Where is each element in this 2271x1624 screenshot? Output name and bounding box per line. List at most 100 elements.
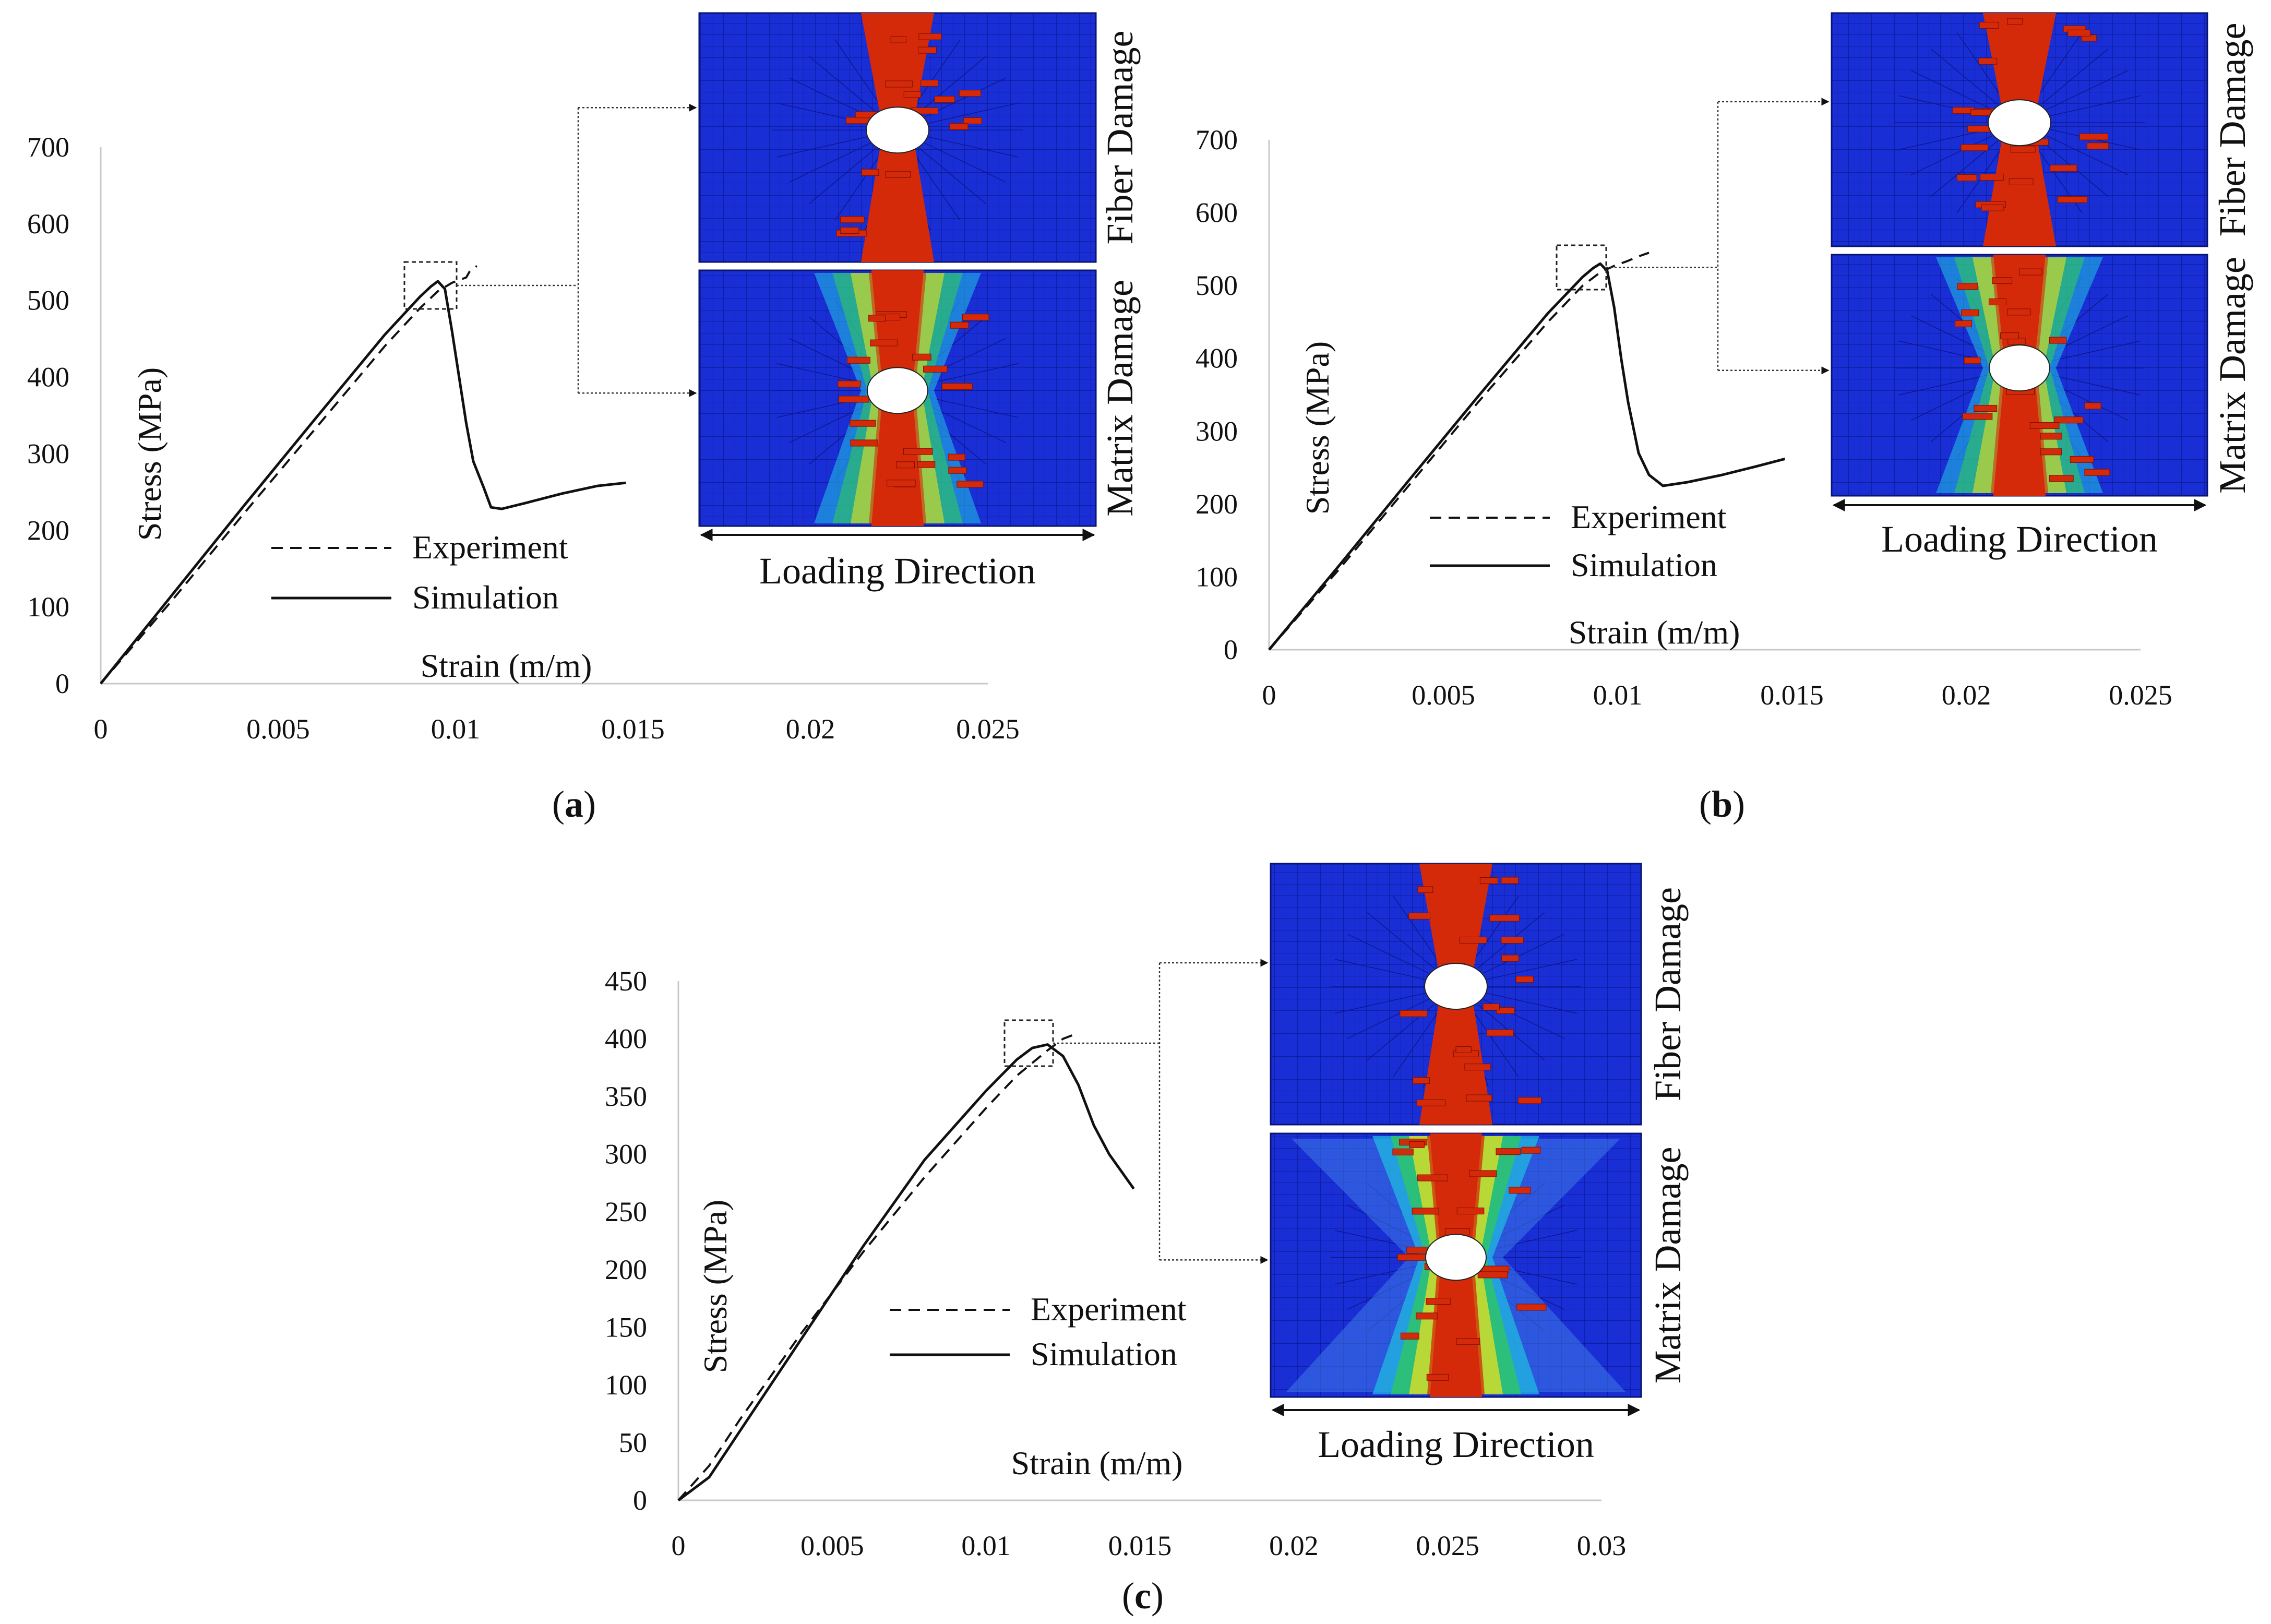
mesh-radial-line	[1335, 959, 1426, 980]
mesh-radial-line	[919, 148, 987, 205]
matrix-damage-image	[698, 269, 1097, 527]
mesh-radial-line	[1393, 1008, 1441, 1077]
damaged-element	[1967, 125, 1992, 133]
loading-direction-label: Loading Direction	[1318, 1424, 1594, 1465]
mesh-radial-line	[1930, 49, 1998, 105]
damaged-element	[2079, 133, 2109, 140]
mesh-radial-line	[776, 363, 868, 385]
y-tick-label: 50	[619, 1427, 647, 1458]
series-line-experiment	[100, 265, 478, 685]
fiber-damage-image	[698, 12, 1097, 263]
y-tick-label: 0	[633, 1485, 647, 1516]
hole	[1424, 963, 1488, 1010]
mesh-radial-line	[834, 39, 882, 108]
damaged-element	[1489, 914, 1520, 922]
loading-direction-label: Loading Direction	[759, 550, 1036, 592]
x-tick-label: 0	[1262, 679, 1276, 711]
y-tick-label: 700	[27, 132, 69, 163]
damaged-element	[1426, 1298, 1451, 1305]
mesh-radial-line	[2049, 95, 2141, 116]
mesh-radial-line	[1471, 895, 1519, 964]
x-tick-label: 0.01	[431, 713, 481, 745]
damaged-element	[1962, 413, 1993, 420]
damaged-element	[1417, 1174, 1448, 1181]
damaged-element	[850, 439, 878, 447]
mesh-radial-line	[927, 136, 1019, 158]
mesh-radial-line	[2049, 374, 2141, 396]
damaged-element	[1400, 1332, 1419, 1340]
damaged-element	[1409, 1141, 1425, 1148]
mesh-radial-line	[927, 397, 1019, 418]
mesh-radial-line	[919, 56, 987, 112]
matrix-damage-label: Matrix Damage	[1099, 280, 1141, 517]
x-tick-label: 0.005	[246, 713, 310, 745]
x-tick-label: 0.01	[961, 1530, 1011, 1561]
damaged-element	[1426, 1374, 1449, 1381]
x-tick-label: 0.03	[1577, 1530, 1627, 1561]
x-tick-label: 0	[94, 713, 108, 745]
damaged-element	[1956, 174, 1977, 182]
y-axis-label: Stress (MPa)	[697, 1200, 734, 1373]
damaged-element	[1515, 976, 1534, 983]
fiber-damage-image	[1831, 12, 2208, 247]
mesh-radial-line	[927, 102, 1019, 124]
damaged-element	[895, 461, 915, 469]
damaged-element	[1408, 912, 1431, 920]
damaged-element	[1464, 1064, 1491, 1071]
x-tick-label: 0.02	[1269, 1530, 1319, 1561]
damaged-element	[2009, 178, 2034, 185]
y-tick-label: 350	[605, 1081, 647, 1112]
mesh-radial-line	[1393, 895, 1441, 964]
series-line-simulation	[1268, 262, 1786, 651]
damaged-element	[2029, 422, 2060, 429]
mesh-radial-line	[1956, 32, 2004, 101]
damaged-element	[2067, 29, 2091, 37]
damaged-element	[840, 226, 859, 234]
damaged-element	[1412, 1208, 1439, 1215]
damaged-element	[870, 339, 898, 347]
damaged-element	[1961, 309, 1979, 317]
damaged-element	[2049, 475, 2074, 482]
damaged-element	[2040, 433, 2062, 440]
panel-b: 0 100 200 300 400 500 600 700 0 0.005 0.01 0.015 0.0…	[1196, 12, 2253, 825]
hole	[866, 106, 929, 154]
mesh-radial-line	[2035, 32, 2083, 101]
matrix-damage-image	[1270, 1132, 1642, 1398]
damaged-element	[934, 95, 955, 103]
damaged-element	[959, 90, 981, 97]
panel-caption: (a)	[552, 783, 596, 825]
damaged-element	[1981, 204, 2004, 211]
damaged-element	[2054, 416, 2084, 424]
hole	[1988, 99, 2051, 147]
mesh-radial-line	[1898, 129, 1990, 150]
damaged-element	[2049, 337, 2067, 344]
damaged-element	[1521, 1147, 1541, 1154]
damaged-element	[2084, 469, 2110, 476]
damaged-element	[868, 315, 886, 322]
y-tick-label: 150	[605, 1311, 647, 1343]
mesh-radial-line	[927, 363, 1019, 385]
damaged-element	[1980, 173, 2004, 181]
y-tick-label: 500	[1196, 270, 1238, 301]
damaged-element	[2070, 456, 2094, 463]
mesh-radial-line	[2041, 49, 2109, 105]
x-axis-label: Strain (m/m)	[1569, 614, 1740, 651]
mesh-radial-line	[1335, 993, 1426, 1014]
damaged-element	[918, 46, 937, 54]
mesh-radial-line	[1483, 934, 1565, 974]
damaged-element	[903, 448, 933, 455]
y-tick-label: 0	[1224, 634, 1238, 665]
mesh-radial-line	[2049, 340, 2141, 362]
damaged-element	[1466, 1094, 1492, 1102]
series-line-experiment	[677, 1032, 1079, 1501]
damaged-element	[850, 420, 876, 427]
mesh-radial-line	[808, 148, 876, 205]
damaged-element	[950, 321, 969, 329]
y-axis-label: Stress (MPa)	[131, 367, 168, 541]
y-axis-label: Stress (MPa)	[1299, 341, 1336, 515]
damaged-element	[1509, 1187, 1531, 1194]
damaged-element	[2086, 142, 2109, 150]
damaged-element	[1416, 1312, 1438, 1320]
mesh-radial-line	[913, 152, 961, 221]
y-tick-label: 300	[1196, 415, 1238, 447]
